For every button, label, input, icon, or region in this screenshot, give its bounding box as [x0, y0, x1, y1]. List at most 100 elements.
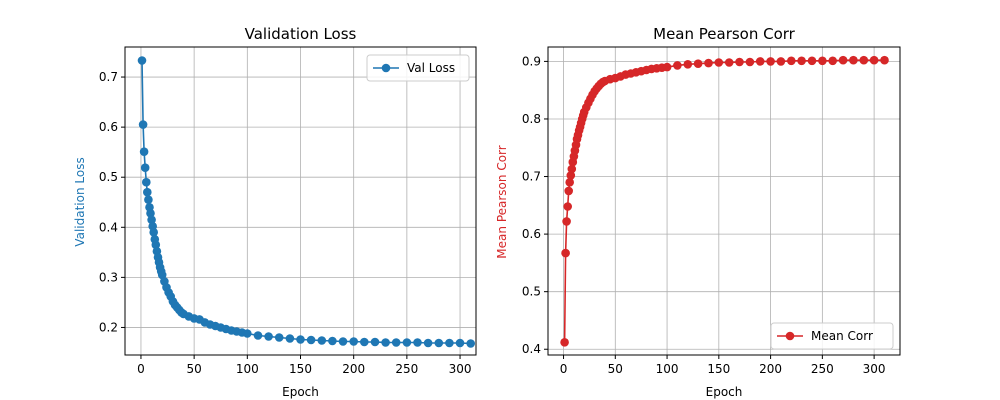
- loss-y-tick-label: 0.5: [99, 170, 118, 184]
- loss-data-point: [455, 338, 465, 348]
- corr-chart-title: Mean Pearson Corr: [653, 25, 796, 43]
- corr-plot-frame: [547, 46, 901, 356]
- corr-data-point: [566, 171, 576, 180]
- corr-series-line: [563, 59, 885, 343]
- corr-data-point: [564, 186, 573, 196]
- loss-data-point: [264, 332, 273, 341]
- loss-data-point: [349, 337, 359, 346]
- corr-data-point: [714, 58, 724, 67]
- loss-data-point: [151, 240, 161, 250]
- corr-data-point: [693, 59, 703, 68]
- loss-data-point: [285, 334, 295, 343]
- corr-data-point: [735, 57, 744, 67]
- loss-data-point: [140, 163, 150, 172]
- loss-y-tick-label: 0.2: [99, 320, 118, 334]
- corr-data-point: [849, 55, 858, 65]
- loss-y-tick-label: 0.3: [99, 270, 118, 284]
- corr-panel: Mean Pearson Corr Epoch Mean Pearson Cor…: [495, 25, 901, 399]
- loss-data-point: [338, 337, 348, 346]
- loss-legend-box: [366, 54, 470, 82]
- loss-panel: Validation Loss Epoch Validation Loss 0 5…: [73, 25, 477, 399]
- corr-data-point: [745, 57, 755, 67]
- corr-y-tick-label: 0.8: [522, 112, 541, 126]
- loss-legend-label: Val Loss: [407, 61, 455, 75]
- loss-data-point: [434, 338, 444, 348]
- loss-data-point: [402, 338, 412, 347]
- loss-y-tick-label: 0.4: [99, 220, 118, 234]
- loss-data-point: [381, 338, 390, 347]
- loss-data-point: [445, 338, 454, 348]
- corr-data-point: [683, 60, 693, 69]
- loss-x-tick-label: 50: [186, 362, 201, 376]
- corr-data-point: [880, 55, 889, 65]
- loss-data-point: [142, 177, 151, 187]
- loss-data-point: [413, 338, 422, 347]
- loss-y-tick-label: 0.7: [99, 70, 118, 84]
- loss-x-tick-label: 200: [342, 362, 365, 376]
- corr-x-tick-label: 200: [759, 362, 782, 376]
- loss-y-axis-label: Validation Loss: [73, 157, 87, 246]
- corr-y-tick-label: 0.4: [522, 342, 541, 356]
- corr-data-point: [859, 55, 869, 65]
- corr-data-point: [766, 57, 775, 66]
- corr-x-tick-label: 150: [707, 362, 730, 376]
- corr-x-tick-label: 300: [863, 362, 886, 376]
- loss-data-point: [137, 56, 147, 65]
- corr-data-point: [838, 55, 848, 65]
- corr-data-point: [704, 58, 713, 68]
- loss-x-tick-label: 100: [236, 362, 259, 376]
- loss-plot-frame: [124, 46, 477, 356]
- corr-y-tick-label: 0.6: [522, 227, 541, 241]
- loss-x-axis-label: Epoch: [282, 385, 319, 399]
- loss-x-tick-label: 0: [137, 362, 145, 376]
- loss-data-point: [147, 215, 156, 225]
- corr-data-point: [818, 56, 827, 66]
- corr-legend-marker: [785, 331, 795, 341]
- corr-data-point: [807, 56, 817, 66]
- corr-x-axis-label: Epoch: [706, 385, 743, 399]
- corr-data-point: [755, 57, 765, 66]
- loss-data-point: [296, 335, 305, 344]
- corr-data-point: [562, 217, 571, 226]
- loss-data-point: [274, 333, 284, 342]
- loss-x-tick-label: 250: [395, 362, 418, 376]
- loss-data-point: [139, 147, 149, 156]
- loss-data-point: [306, 335, 316, 345]
- corr-data-point: [662, 62, 672, 72]
- corr-data-point: [787, 56, 796, 66]
- corr-data-point: [565, 178, 574, 187]
- loss-data-point: [138, 120, 148, 129]
- loss-data-point: [143, 187, 152, 197]
- corr-data-point: [869, 55, 879, 65]
- loss-data-point: [253, 331, 263, 340]
- loss-data-point: [317, 336, 327, 345]
- loss-data-point: [466, 339, 476, 348]
- corr-y-tick-label: 0.7: [522, 170, 541, 184]
- loss-data-point: [146, 209, 155, 218]
- corr-data-point: [797, 56, 806, 66]
- corr-data-point: [561, 248, 570, 258]
- loss-x-tick-label: 150: [289, 362, 312, 376]
- loss-data-point: [370, 337, 380, 347]
- corr-data-point: [724, 58, 734, 67]
- corr-legend-label: Mean Corr: [811, 329, 873, 343]
- loss-data-point: [157, 270, 167, 280]
- corr-x-tick-label: 50: [608, 362, 623, 376]
- loss-data-point: [328, 336, 337, 346]
- loss-data-point: [149, 228, 158, 237]
- corr-legend-box: [770, 322, 894, 350]
- loss-data-point: [144, 195, 153, 204]
- loss-x-tick-label: 300: [449, 362, 472, 376]
- loss-data-point: [243, 329, 252, 338]
- loss-chart-title: Validation Loss: [245, 25, 357, 43]
- loss-legend-marker: [381, 63, 391, 73]
- corr-y-axis-label: Mean Pearson Corr: [495, 145, 509, 258]
- loss-data-point: [423, 338, 433, 348]
- corr-x-tick-label: 0: [560, 362, 568, 376]
- loss-y-tick-label: 0.6: [99, 120, 118, 134]
- corr-x-tick-label: 100: [656, 362, 679, 376]
- loss-data-point: [360, 337, 369, 347]
- corr-data-point: [776, 57, 786, 66]
- corr-x-tick-label: 250: [811, 362, 834, 376]
